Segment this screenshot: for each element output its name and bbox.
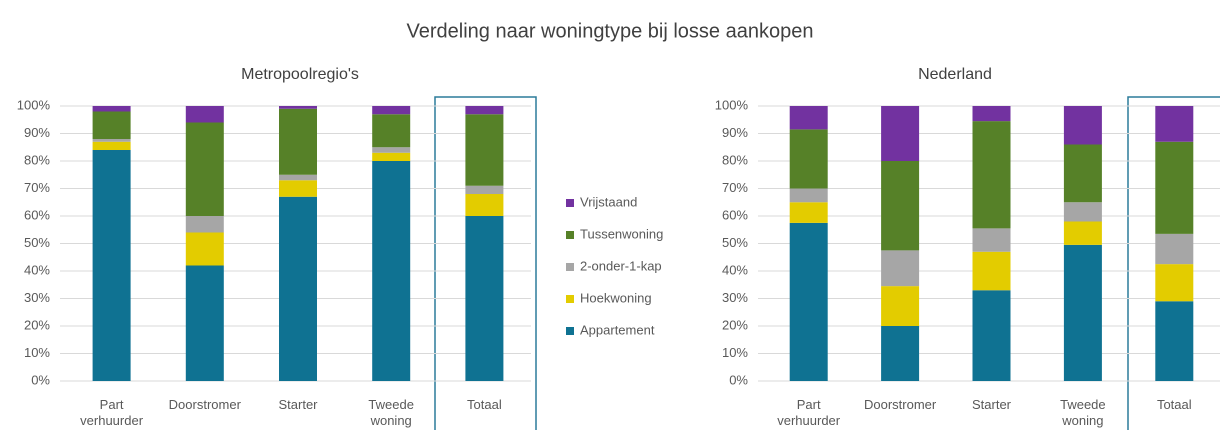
y-tick-label: 0% [729, 372, 748, 387]
bar-segment [789, 202, 828, 223]
y-tick-label: 90% [722, 125, 748, 140]
legend-label: Tussenwoning [580, 226, 663, 241]
bar-segment [465, 185, 504, 194]
legend-swatch [566, 327, 574, 335]
bar-segment [185, 265, 224, 381]
legend-label: Hoekwoning [580, 290, 652, 305]
legend-swatch [566, 263, 574, 271]
legend-swatch [566, 199, 574, 207]
bar-segment [279, 180, 317, 197]
bar-segment [972, 228, 1011, 252]
highlight-box [1127, 96, 1220, 430]
bar-segment [972, 106, 1011, 122]
y-tick-label: 40% [722, 262, 748, 277]
bar-segment [372, 114, 411, 148]
y-tick-label: 10% [722, 345, 748, 360]
bar-segment [881, 286, 920, 326]
y-tick-label: 60% [24, 207, 50, 222]
bar-segment [1063, 144, 1102, 203]
bar-segment [1155, 233, 1194, 265]
legend-label: 2-onder-1-kap [580, 258, 662, 273]
bar-segment [972, 121, 1011, 229]
bar-segment [465, 106, 504, 115]
x-tick-label: Tweede woning [368, 397, 414, 428]
bar-segment [1155, 301, 1194, 381]
x-tick-label: Part verhuurder [777, 397, 841, 428]
bar-segment [465, 114, 504, 186]
legend-swatch [566, 231, 574, 239]
bar-segment [972, 251, 1011, 291]
y-tick-label: 100% [17, 97, 51, 112]
y-tick-label: 50% [722, 235, 748, 250]
bar-segment [185, 232, 224, 266]
x-tick-label: Tweede woning [1060, 397, 1106, 428]
bar-segment [1063, 202, 1102, 222]
bar-segment [1063, 244, 1102, 381]
bar-segment [1063, 106, 1102, 145]
bar-segment [1155, 141, 1194, 234]
y-tick-label: 20% [722, 317, 748, 332]
x-tick-label: Doorstromer [863, 397, 937, 412]
y-tick-label: 100% [715, 97, 749, 112]
highlight-box [434, 96, 537, 430]
bar-segment [789, 106, 828, 130]
legend-label: Vrijstaand [580, 194, 637, 209]
page-title: Verdeling naar woningtype bij losse aank… [407, 20, 814, 42]
bar-segment [372, 161, 411, 381]
chart-title: Metropoolregio's [241, 66, 359, 83]
y-tick-label: 70% [24, 180, 50, 195]
bar-segment [372, 147, 411, 153]
bar-segment [279, 108, 317, 175]
y-tick-label: 30% [24, 290, 50, 305]
x-tick-label: Part verhuurder [80, 397, 144, 428]
bar-segment [881, 250, 920, 287]
bar-segment [92, 141, 131, 150]
bar-segment [279, 174, 317, 181]
bar-segment [185, 122, 224, 216]
bar-segment [881, 161, 920, 251]
bar-segment [1155, 106, 1194, 142]
y-tick-label: 0% [31, 372, 50, 387]
y-tick-label: 80% [722, 152, 748, 167]
y-tick-label: 60% [722, 207, 748, 222]
y-tick-label: 80% [24, 152, 50, 167]
y-tick-label: 10% [24, 345, 50, 360]
x-tick-label: Starter [971, 397, 1011, 412]
bar-segment [372, 106, 411, 115]
bar-segment [372, 152, 411, 161]
chart-title: Nederland [918, 66, 992, 83]
bar-segment [465, 194, 504, 216]
bar-segment [789, 188, 828, 203]
y-tick-label: 20% [24, 317, 50, 332]
bar-segment [279, 196, 317, 381]
bar-segment [972, 290, 1011, 381]
bar-segment [92, 111, 131, 139]
y-tick-label: 70% [722, 180, 748, 195]
bar-segment [279, 106, 317, 109]
bar-segment [465, 216, 504, 381]
legend-label: Appartement [580, 322, 655, 337]
bar-segment [881, 326, 920, 381]
bar-segment [92, 139, 131, 142]
bar-segment [789, 129, 828, 189]
bar-segment [1063, 221, 1102, 245]
bar-segment [881, 106, 920, 161]
legend-swatch [566, 295, 574, 303]
y-tick-label: 30% [722, 290, 748, 305]
x-tick-label: Starter [278, 397, 318, 412]
y-tick-label: 50% [24, 235, 50, 250]
bar-segment [185, 216, 224, 233]
x-tick-label: Doorstromer [168, 397, 241, 412]
y-tick-label: 40% [24, 262, 50, 277]
bar-segment [92, 106, 131, 112]
bar-segment [1155, 264, 1194, 302]
x-tick-label: Totaal [467, 397, 502, 412]
bar-segment [789, 222, 828, 381]
y-tick-label: 90% [24, 125, 50, 140]
x-tick-label: Totaal [1156, 397, 1192, 412]
bar-segment [185, 106, 224, 123]
bar-segment [92, 150, 131, 381]
